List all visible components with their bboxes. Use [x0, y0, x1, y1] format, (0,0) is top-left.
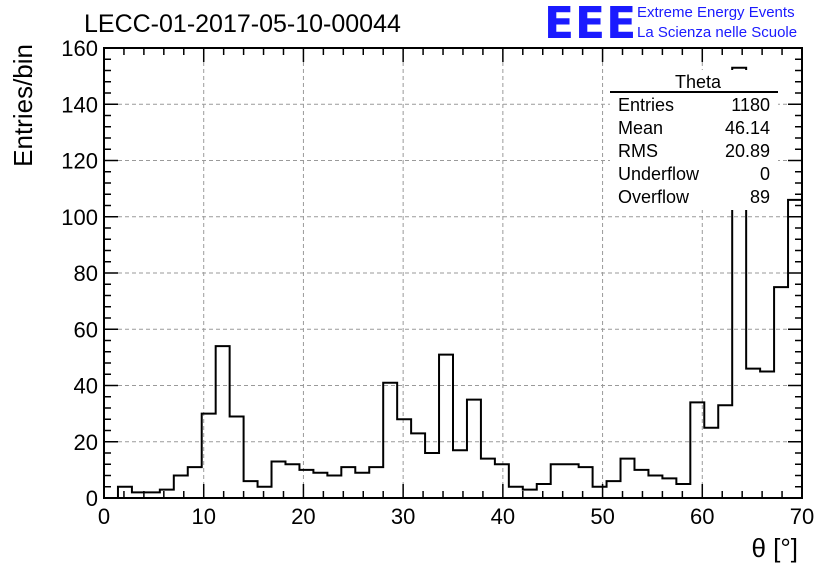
histogram-bin — [662, 478, 676, 498]
histogram-bin — [565, 464, 579, 498]
stats-label: Underflow — [618, 164, 700, 184]
stats-title: Theta — [675, 72, 722, 92]
x-tick-label: 10 — [191, 504, 215, 529]
y-tick-label: 160 — [61, 36, 98, 61]
histogram-bin — [760, 371, 774, 498]
stats-value: 46.14 — [725, 118, 770, 138]
histogram-bin — [383, 383, 397, 498]
chart-title: LECC-01-2017-05-10-00044 — [84, 10, 401, 38]
histogram-bin — [495, 464, 509, 498]
histogram-bin — [425, 453, 439, 498]
x-tick-label: 70 — [790, 504, 814, 529]
histogram-bin — [230, 416, 244, 498]
tick-labels: 0 10 20 30 40 50 60 70 0 20 40 60 80 100 120 140 160 — [61, 36, 814, 529]
histogram-bin — [593, 487, 607, 498]
histogram-line — [104, 66, 802, 499]
histogram-bin — [118, 487, 132, 498]
histogram-bin — [174, 476, 188, 499]
histogram-bin — [285, 464, 299, 498]
eee-logo: EEE — [544, 0, 638, 49]
x-tick-label: 0 — [98, 504, 110, 529]
y-tick-label: 40 — [74, 374, 98, 399]
histogram-bin — [258, 487, 272, 498]
x-tick-label: 40 — [491, 504, 515, 529]
histogram-bin — [327, 476, 341, 499]
histogram-bin — [216, 346, 230, 498]
y-tick-label: 60 — [74, 317, 98, 342]
y-tick-label: 140 — [61, 92, 98, 117]
histogram-bin — [369, 467, 383, 498]
y-tick-label: 0 — [86, 486, 98, 511]
histogram-bin — [397, 419, 411, 498]
histogram-bin — [704, 428, 718, 498]
stats-value: 1180 — [731, 95, 770, 115]
histogram-bin — [523, 490, 537, 498]
histogram-series — [104, 66, 802, 499]
stats-value: 20.89 — [725, 141, 770, 161]
x-axis-title: θ [°] — [751, 533, 798, 563]
histogram-bin — [746, 369, 760, 498]
stats-value: 0 — [760, 164, 770, 184]
histogram-bin — [188, 467, 202, 498]
histogram-bin — [299, 470, 313, 498]
axis-ticks — [103, 47, 803, 499]
eee-logo-text: Extreme Energy Events La Scienza nelle S… — [637, 3, 797, 43]
histogram-bin — [453, 450, 467, 498]
stats-label: Entries — [618, 95, 674, 115]
histogram-bin — [774, 287, 788, 498]
histogram-bin — [355, 473, 369, 498]
x-tick-label: 60 — [690, 504, 714, 529]
histogram-bin — [579, 467, 593, 498]
y-tick-label: 100 — [61, 205, 98, 230]
x-tick-label: 50 — [590, 504, 614, 529]
x-tick-label: 30 — [391, 504, 415, 529]
histogram-bin — [439, 355, 453, 498]
histogram-bin — [718, 405, 732, 498]
histogram-bin — [313, 473, 327, 498]
histogram-bin — [411, 433, 425, 498]
histogram-bin — [648, 476, 662, 499]
logo-line-1: Extreme Energy Events — [637, 4, 795, 21]
stats-label: Overflow — [618, 187, 690, 207]
stats-label: Mean — [618, 118, 663, 138]
histogram-bin — [634, 470, 648, 498]
y-tick-label: 80 — [74, 261, 98, 286]
histogram-bin — [537, 484, 551, 498]
stats-label: RMS — [618, 141, 658, 161]
histogram-bin — [467, 400, 481, 498]
histogram-bin — [690, 402, 704, 498]
stats-box-background — [610, 70, 778, 210]
logo-line-2: La Scienza nelle Scuole — [637, 24, 798, 41]
histogram-bin — [509, 487, 523, 498]
x-tick-label: 20 — [291, 504, 315, 529]
y-axis-title: Entries/bin — [8, 44, 38, 167]
histogram-bin — [607, 481, 621, 498]
y-tick-label: 120 — [61, 149, 98, 174]
histogram-bin — [676, 484, 690, 498]
y-tick-label: 20 — [74, 430, 98, 455]
stats-value: 89 — [750, 187, 770, 207]
histogram-bin — [160, 490, 174, 498]
histogram-bin — [244, 481, 258, 498]
